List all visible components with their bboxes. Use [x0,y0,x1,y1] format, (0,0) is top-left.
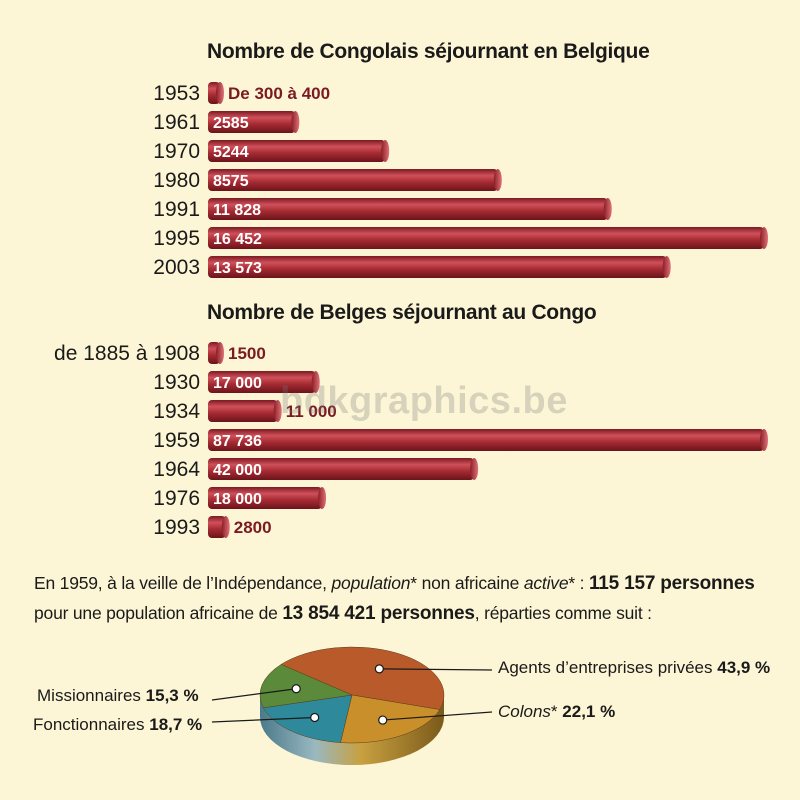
pie-label-name: Agents d’entreprises privées [498,658,713,677]
pie-label-value: 22,1 % [562,702,616,721]
category-label: 1991 [153,198,200,221]
bar-chart-belges: de 1885 à 1908 1500 1930 17 000 1934 11 000 19… [54,342,768,539]
value-label: 11 000 [286,402,337,421]
chart-title-belges: Nombre de Belges séjournant au Congo [207,301,597,324]
category-label: 1961 [153,111,200,134]
intro-line-2: pour une population africaine de 13 854 … [34,603,652,625]
intro-total-african: 13 854 421 personnes [282,603,475,624]
value-label: 18 000 [213,491,262,508]
category-label: 1934 [153,400,200,423]
pie-slice [280,646,445,710]
bar [208,198,612,220]
pie-label-value: 43,9 % [717,658,771,677]
bar [208,400,282,422]
bar [208,140,390,162]
bar [208,82,224,104]
pie-label-value: 18,7 % [149,715,203,734]
category-label: 1953 [153,82,200,105]
bar [208,111,300,133]
pie-label-missionnaires: Missionnaires 15,3 % [37,686,199,706]
value-label: 2800 [234,518,272,537]
category-label: 2003 [153,256,200,279]
pie-label-star: * [550,702,558,721]
bar [208,487,327,509]
intro-text: * : [568,573,589,593]
intro-active: active [523,573,569,593]
value-label: 13 573 [213,260,262,277]
pie-label-name: Fonctionnaires [33,715,145,734]
intro-population: population [331,573,411,593]
pie-side [260,695,444,765]
bar [208,342,224,364]
category-label: 1976 [153,487,200,510]
leader-line [382,711,493,721]
value-label: 42 000 [213,462,262,479]
bar [208,458,479,480]
bar [208,516,230,538]
intro-line-1: En 1959, à la veille de l’Indépendance, … [34,573,755,595]
value-label: 2585 [213,115,249,132]
value-label: 87 736 [213,433,262,450]
category-label: 1995 [153,227,200,250]
leader-line [379,668,493,671]
leader-line [211,716,315,723]
category-label: de 1885 à 1908 [54,342,200,365]
bar [208,429,768,451]
intro-text: En 1959, à la veille de l’Indépendance, [34,573,332,593]
pie-slice [262,694,353,743]
pie-label-name: Colons [498,702,551,721]
watermark: bdkgraphics.be [280,380,568,422]
value-label: De 300 à 400 [228,84,330,103]
pie-label-agents: Agents d’entreprises privées 43,9 % [498,658,770,678]
pie-label-value: 15,3 % [145,686,199,705]
category-label: 1964 [153,458,200,481]
leader-dot [374,664,384,674]
category-label: 1959 [153,429,200,452]
bar [208,256,671,278]
category-label: 1970 [153,140,200,163]
value-label: 1500 [228,344,266,363]
category-label: 1993 [153,516,200,539]
category-label: 1980 [153,169,200,192]
bar [208,371,320,393]
pie-label-name: Missionnaires [37,686,141,705]
pie-label-fonctionnaires: Fonctionnaires 18,7 % [33,715,202,735]
leader-dot [378,715,388,725]
leader-line [211,688,297,701]
value-label: 16 452 [213,231,262,248]
leader-dot [310,712,320,723]
leader-dot [291,684,301,694]
bar-chart-congolais: 1953 De 300 à 400 1961 2585 1970 5244 1980 8575… [153,82,768,279]
pie-label-colons: Colons* 22,1 % [498,702,615,722]
value-label: 11 828 [213,202,261,219]
chart-title-congolais: Nombre de Congolais séjournant en Belgiq… [207,40,650,63]
intro-text: * non africaine [410,573,524,593]
bar [208,227,768,249]
value-label: 8575 [213,173,249,190]
intro-text: pour une population africaine de [34,603,283,623]
pie-slice [259,664,353,709]
pie-chart [211,646,493,765]
value-label: 5244 [213,144,249,161]
value-label: 17 000 [213,375,262,392]
category-label: 1930 [153,371,200,394]
intro-text: , réparties comme suit : [474,603,652,623]
bar [208,169,502,191]
intro-total-nonafrican: 115 157 personnes [588,573,755,594]
